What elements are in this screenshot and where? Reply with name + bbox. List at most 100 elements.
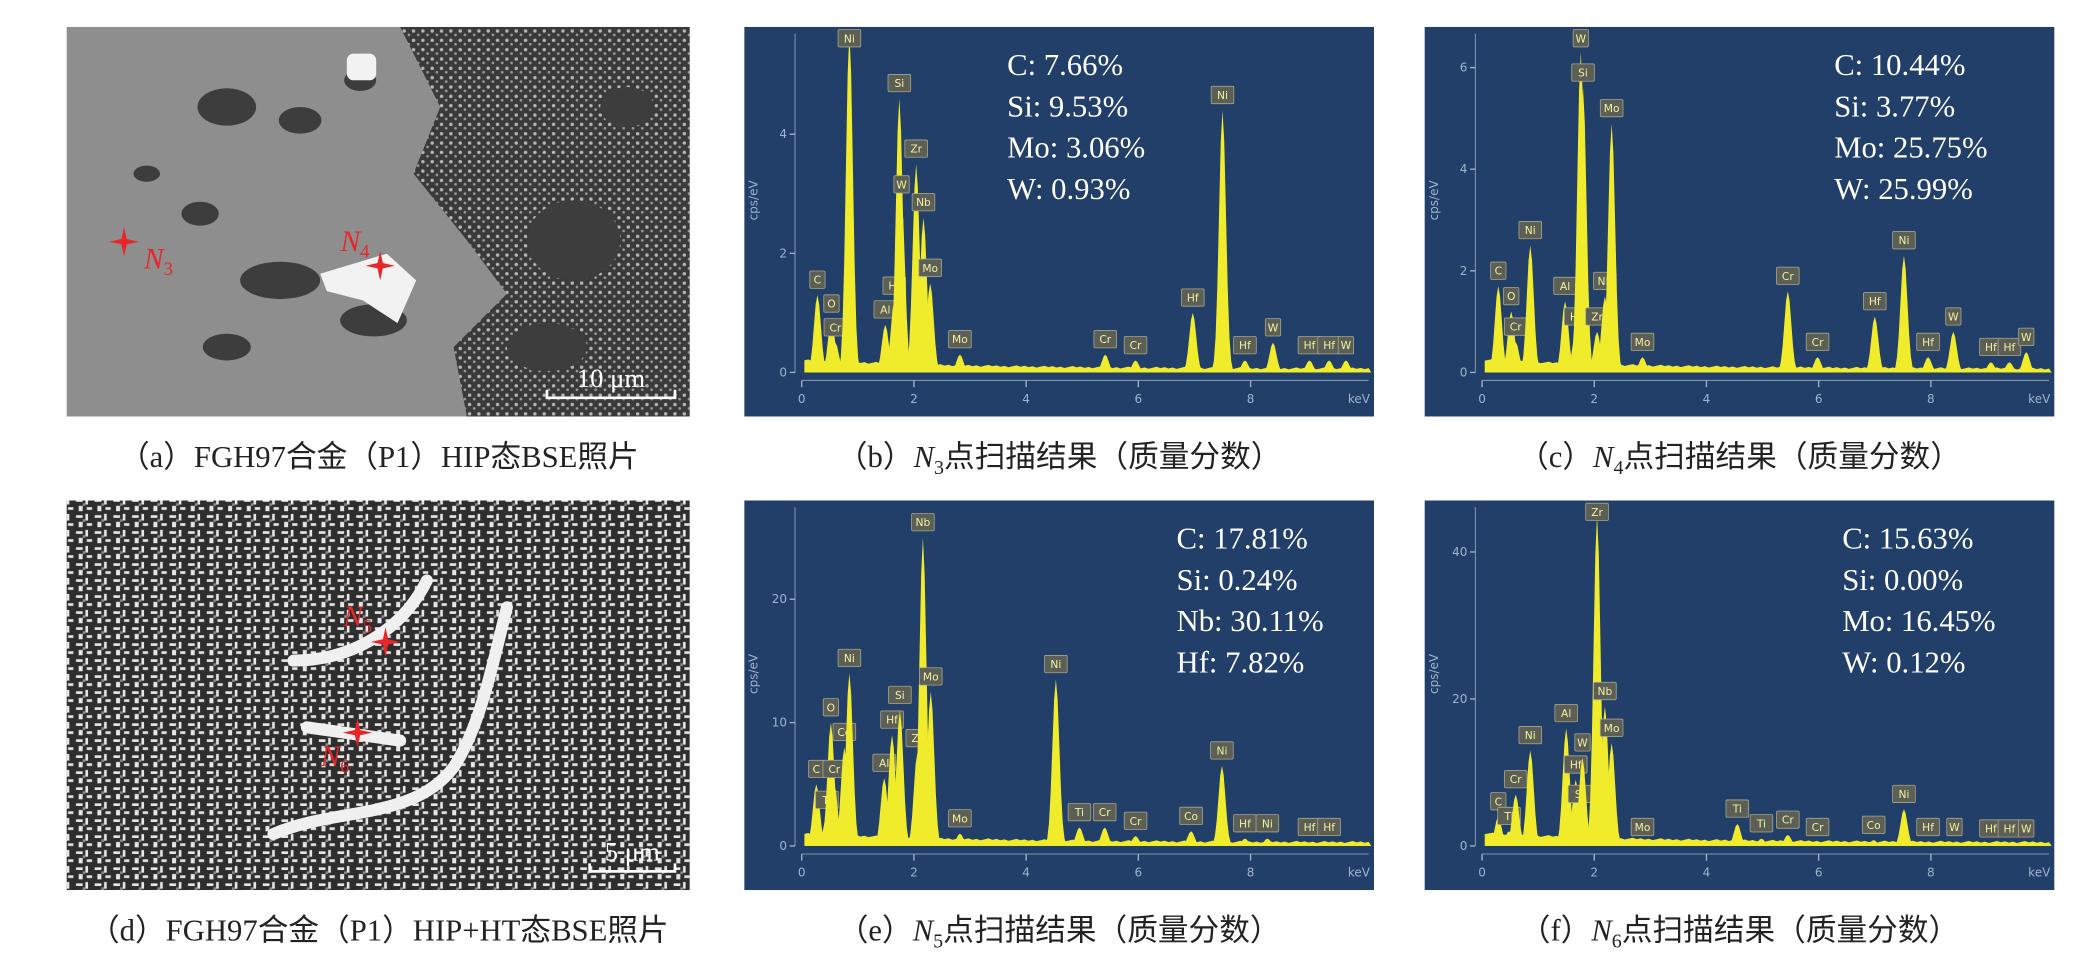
y-tick-label: 40 <box>1452 545 1467 559</box>
x-tick-label: 8 <box>1927 392 1935 406</box>
caption: （d）FGH97合金（P1）HIP+HT态BSE照片 <box>89 914 669 948</box>
marker-subscript: 5 <box>363 617 372 638</box>
peak <box>1632 357 1653 373</box>
composition-line: C: 17.81% <box>1177 522 1308 556</box>
peak-label-box <box>887 74 912 93</box>
x-tick-label: 0 <box>1478 392 1486 406</box>
peak-label: Hf <box>1304 821 1316 834</box>
peak-label-box <box>1093 330 1117 349</box>
y-tick-label: 20 <box>772 592 787 606</box>
caption-symbol: N <box>912 914 935 948</box>
peak-label-box <box>1945 307 1962 326</box>
marker-subscript: 3 <box>164 259 173 280</box>
x-tick-label: 2 <box>910 392 918 406</box>
peak-label: Ni <box>844 652 855 665</box>
y-tick-label: 0 <box>779 365 787 379</box>
phase-blob <box>133 165 161 182</box>
x-tick-label: 4 <box>1022 866 1030 880</box>
peak <box>1180 831 1202 847</box>
peak-label: O <box>827 297 835 310</box>
point-marker <box>109 227 139 257</box>
y-tick-label: 4 <box>779 127 787 141</box>
peak-label: C <box>1495 795 1502 808</box>
peak-label: Ni <box>1898 234 1909 247</box>
peak <box>949 354 971 373</box>
peak-label: W <box>1948 310 1959 323</box>
caption-text: 点扫描结果（质量分数） <box>943 914 1280 948</box>
peak-label-box <box>1805 332 1830 351</box>
peak-label-box <box>918 258 942 277</box>
peak-label: Cr <box>1510 773 1522 786</box>
peak-label: Cr <box>1099 333 1111 346</box>
peak-label: Ni <box>1216 744 1227 757</box>
peak <box>1777 834 1799 847</box>
peak-label-box <box>1574 733 1591 752</box>
peak-label: Cr <box>1782 270 1794 283</box>
peak-label: Nb <box>916 516 931 529</box>
marker-label: N5 <box>342 601 372 638</box>
peak <box>1211 765 1233 847</box>
composition-line: W: 0.93% <box>1007 172 1130 206</box>
peak <box>1807 842 1828 847</box>
marker-subscript: 6 <box>340 757 349 778</box>
peak <box>1094 827 1116 847</box>
peak-label: Mo <box>952 333 968 346</box>
y-tick-label: 2 <box>779 246 787 260</box>
peak-label-box <box>904 139 928 158</box>
peak <box>1125 360 1146 373</box>
peak-label-box <box>1518 221 1543 240</box>
peak-label: Hf <box>1922 821 1934 834</box>
y-axis-label: cps/eV <box>1427 653 1441 694</box>
peak-label: Mo <box>922 262 938 275</box>
peak-label: Cr <box>1812 821 1824 834</box>
peak-label-box <box>1554 703 1578 723</box>
caption-label: （e） <box>838 914 913 948</box>
peak <box>1318 842 1340 847</box>
peak-label: W <box>1949 821 1960 834</box>
peak-label-box <box>1571 63 1595 82</box>
peak-label-box <box>1630 332 1655 351</box>
peak-label: Nb <box>916 196 931 209</box>
caption-label: （f） <box>1520 914 1592 948</box>
peak <box>919 283 941 373</box>
y-axis-label: cps/eV <box>1427 180 1441 221</box>
marker-symbol: N <box>320 741 342 773</box>
peak-label: Si <box>1578 67 1588 80</box>
peak <box>1601 743 1623 847</box>
peak <box>2015 843 2037 847</box>
peak <box>2015 352 2037 373</box>
caption-label: （b） <box>837 440 914 474</box>
peak-label: Cr <box>828 763 840 776</box>
caption-text: FGH97合金（P1）HIP态BSE照片 <box>194 440 639 474</box>
peak-label: O <box>1507 290 1515 303</box>
peak-label: Hf <box>1187 292 1199 305</box>
x-axis-label: keV <box>1348 866 1371 880</box>
peak-label-box <box>1044 655 1068 674</box>
x-tick-label: 0 <box>798 392 806 406</box>
peak <box>1572 757 1593 847</box>
peak <box>1519 245 1541 373</box>
peak <box>1299 842 1320 847</box>
caption-text: 点扫描结果（质量分数） <box>1622 914 1959 948</box>
peak <box>839 32 860 373</box>
micrograph-bg <box>66 500 690 891</box>
peak-label: Hf <box>1570 759 1582 772</box>
peak-label-box <box>1490 261 1507 280</box>
peak <box>1572 87 1594 373</box>
peak-label: W <box>2021 331 2032 344</box>
peak <box>1487 286 1509 373</box>
caption: （b）N3点扫描结果（质量分数） <box>837 440 1282 479</box>
x-tick-label: 8 <box>1247 866 1255 880</box>
peak-label: Zr <box>1591 310 1603 323</box>
peak <box>1944 842 1965 847</box>
peak <box>839 673 860 847</box>
composition-line: Si: 0.00% <box>1842 563 1963 597</box>
peak-label-box <box>1863 292 1887 311</box>
caption: （c）N4点扫描结果（质量分数） <box>1518 440 1961 479</box>
peak <box>1318 360 1340 373</box>
caption-subscript: 4 <box>1614 457 1624 479</box>
caption-label: （a） <box>119 440 194 474</box>
peak-label-box <box>919 667 943 686</box>
peak-label: W <box>2021 822 2032 835</box>
